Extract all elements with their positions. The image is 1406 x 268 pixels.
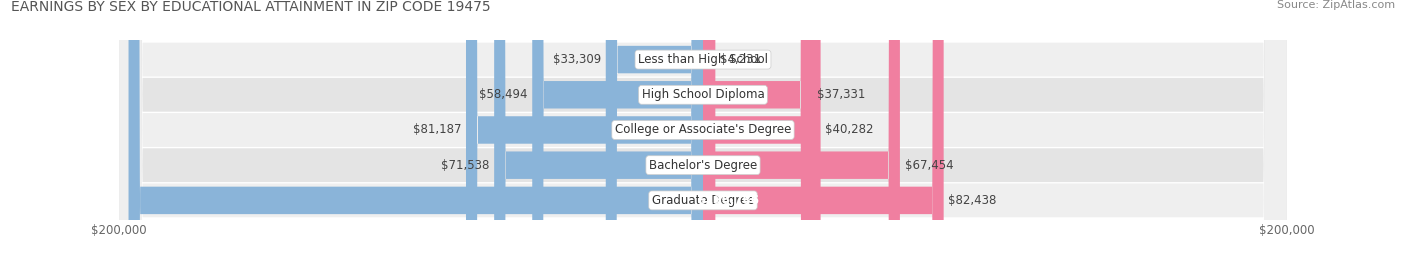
Text: Graduate Degree: Graduate Degree (652, 194, 754, 207)
FancyBboxPatch shape (703, 0, 716, 268)
FancyBboxPatch shape (703, 0, 813, 268)
Text: $196,786: $196,786 (697, 194, 759, 207)
Text: Source: ZipAtlas.com: Source: ZipAtlas.com (1277, 0, 1395, 10)
FancyBboxPatch shape (494, 0, 703, 268)
Text: Less than High School: Less than High School (638, 53, 768, 66)
Text: $58,494: $58,494 (479, 88, 527, 101)
FancyBboxPatch shape (120, 0, 1286, 268)
FancyBboxPatch shape (703, 0, 943, 268)
FancyBboxPatch shape (465, 0, 703, 268)
Text: $81,187: $81,187 (413, 124, 461, 136)
FancyBboxPatch shape (606, 0, 703, 268)
Text: EARNINGS BY SEX BY EDUCATIONAL ATTAINMENT IN ZIP CODE 19475: EARNINGS BY SEX BY EDUCATIONAL ATTAINMEN… (11, 0, 491, 14)
FancyBboxPatch shape (120, 0, 1286, 268)
FancyBboxPatch shape (120, 0, 1286, 268)
Text: Bachelor's Degree: Bachelor's Degree (650, 159, 756, 172)
Text: $67,454: $67,454 (904, 159, 953, 172)
Text: $37,331: $37,331 (817, 88, 865, 101)
Text: $4,231: $4,231 (720, 53, 761, 66)
Text: $33,309: $33,309 (553, 53, 602, 66)
FancyBboxPatch shape (120, 0, 1286, 268)
Text: High School Diploma: High School Diploma (641, 88, 765, 101)
FancyBboxPatch shape (120, 0, 1286, 268)
Text: $40,282: $40,282 (825, 124, 873, 136)
Text: College or Associate's Degree: College or Associate's Degree (614, 124, 792, 136)
FancyBboxPatch shape (533, 0, 703, 268)
Text: $82,438: $82,438 (948, 194, 997, 207)
FancyBboxPatch shape (128, 0, 703, 268)
FancyBboxPatch shape (703, 0, 821, 268)
FancyBboxPatch shape (703, 0, 900, 268)
Text: $71,538: $71,538 (441, 159, 489, 172)
